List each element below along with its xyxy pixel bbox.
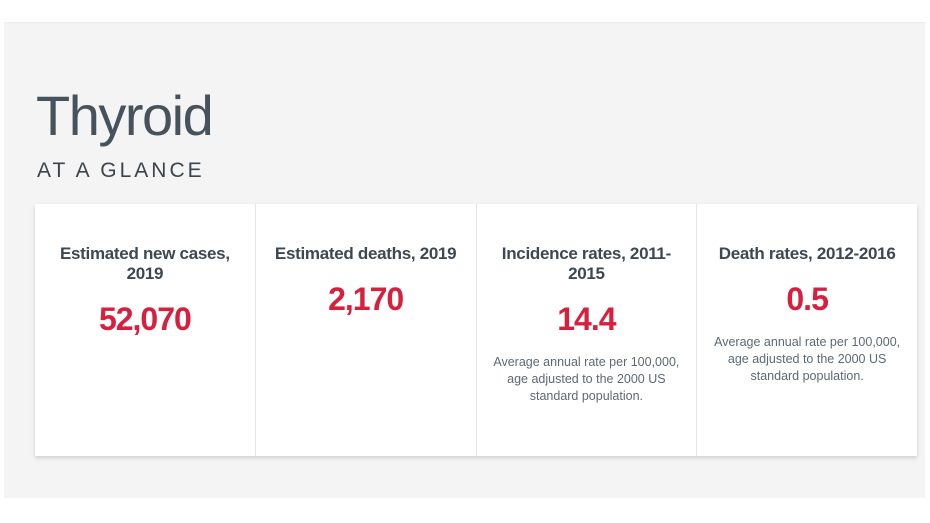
stat-card-note: Average annual rate per 100,000, age adj… <box>714 335 901 383</box>
stat-card-estimated-deaths: Estimated deaths, 2019 2,170 <box>254 204 476 456</box>
stat-card-incidence-rates: Incidence rates, 2011-2015 14.4 Average … <box>475 204 697 456</box>
stat-card-death-rates: Death rates, 2012-2016 0.5 Average annua… <box>696 204 917 456</box>
at-a-glance-card-strip: Estimated new cases, 2019 52,070 Estimat… <box>35 204 917 456</box>
stat-card-value: 52,070 <box>98 301 192 337</box>
page-title: Thyroid <box>36 83 214 147</box>
stat-card-value: 2,170 <box>328 281 404 317</box>
stat-card-note: Average annual rate per 100,000, age adj… <box>493 355 680 403</box>
stat-card-heading: Estimated deaths, 2019 <box>274 244 457 263</box>
stat-card-value: 14.4 <box>557 301 616 337</box>
stat-card-heading: Incidence rates, 2011-2015 <box>501 244 671 283</box>
stat-card-heading: Death rates, 2012-2016 <box>718 244 896 263</box>
stat-card-value: 0.5 <box>786 281 828 317</box>
stat-card-heading: Estimated new cases, 2019 <box>59 244 230 283</box>
stat-card-estimated-new-cases: Estimated new cases, 2019 52,070 <box>35 204 255 456</box>
section-label-at-a-glance: AT A GLANCE <box>37 159 205 182</box>
content-panel: Thyroid AT A GLANCE Estimated new cases,… <box>4 22 925 498</box>
